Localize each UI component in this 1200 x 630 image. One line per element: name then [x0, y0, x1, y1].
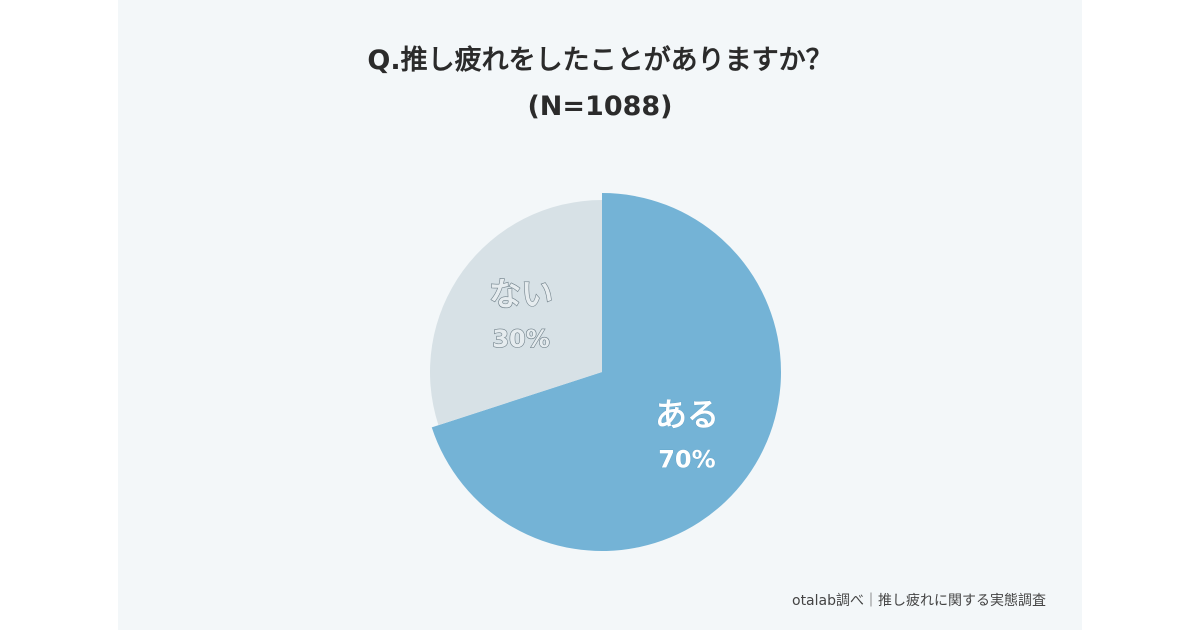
pie-value-label-1: 70% [658, 446, 715, 474]
pie-category-label-1: ある [655, 396, 719, 434]
chart-panel: Q.推し疲れをしたことがありますか？ (N=1088) ある 70% ない 30% o… [118, 0, 1082, 630]
chart-subtitle: (N=1088) [527, 91, 673, 122]
pie-chart: ある 70% ない 30% [430, 193, 781, 551]
pie-slice-1 [431, 193, 781, 551]
pie-value-label-2: 30% [492, 325, 549, 353]
pie-labels: ある 70% ない 30% [488, 275, 719, 474]
chart-title-block: Q.推し疲れをしたことがありますか？ (N=1088) [118, 38, 1082, 130]
pie-slice-2 [430, 200, 602, 426]
pie-category-label-2: ない [489, 275, 553, 313]
chart-title: Q.推し疲れをしたことがありますか？ [367, 45, 833, 76]
pie-slices [430, 193, 781, 551]
source-note: otalab調べ｜推し疲れに関する実態調査 [792, 593, 1046, 609]
